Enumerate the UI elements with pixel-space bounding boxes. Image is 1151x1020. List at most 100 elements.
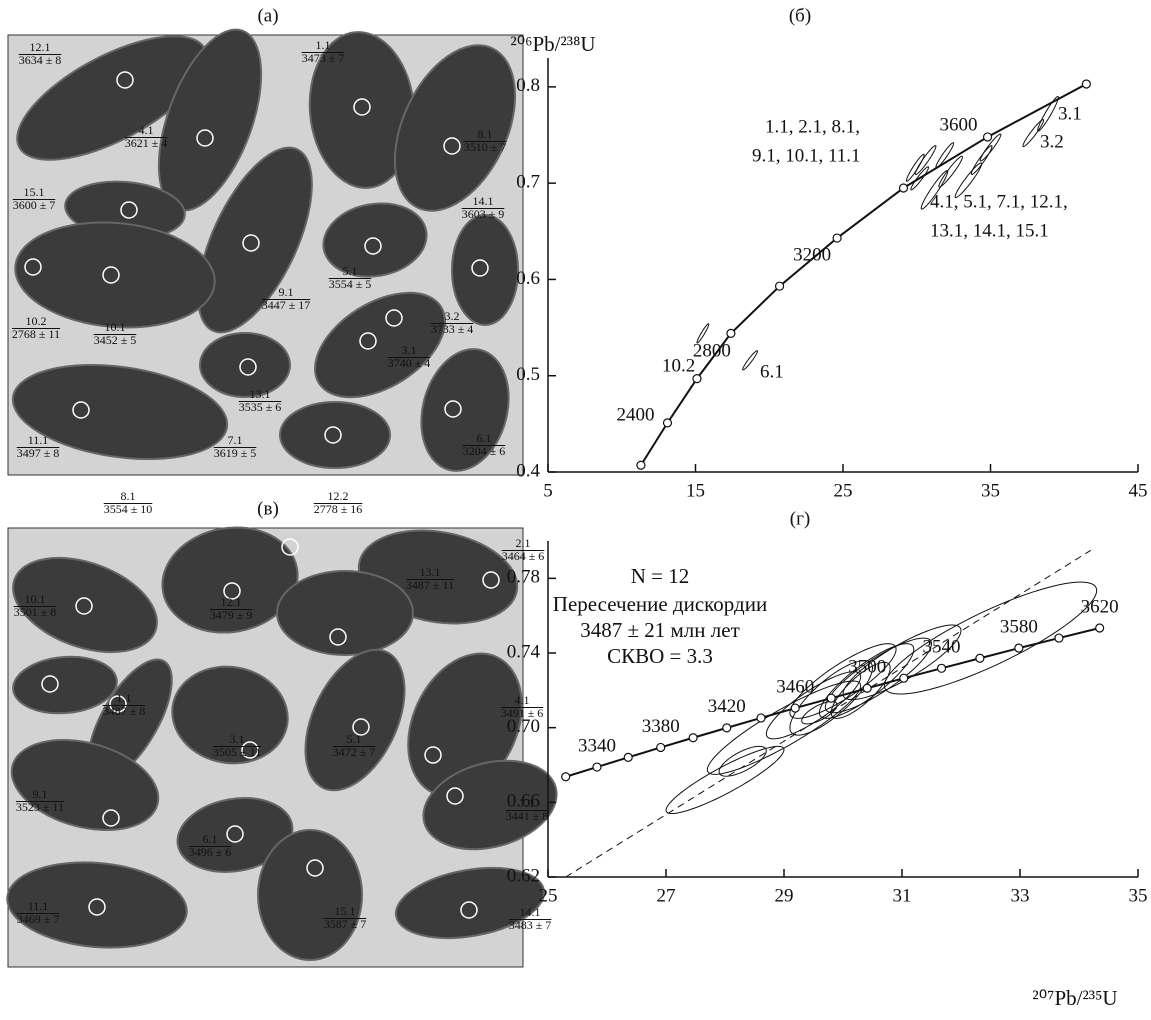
spot-id: 3.1 — [230, 732, 245, 746]
zircon-grain — [277, 571, 413, 655]
spot-id: 11.1 — [28, 433, 49, 447]
age-label: 3600 — [940, 114, 978, 135]
x-tick-label: 33 — [1011, 885, 1030, 906]
y-tick-label: 0.74 — [507, 641, 541, 662]
x-axis-label: ²⁰⁷Pb/²³⁵U — [1032, 986, 1117, 1010]
concordia-age-point — [791, 704, 799, 712]
spot-id: 2.1 — [516, 536, 531, 550]
spot-id: 3.2 — [445, 309, 460, 323]
annotation: N = 12 — [631, 564, 690, 588]
spot-id: 15.1 — [335, 904, 356, 918]
spot-id: 8.1 — [121, 489, 136, 503]
concordia-age-point — [938, 664, 946, 672]
x-tick-label: 31 — [893, 885, 912, 906]
age-label: 3340 — [578, 735, 616, 756]
error-ellipse — [666, 746, 784, 813]
concordia-age-point — [1082, 80, 1090, 88]
spot-id: 12.2 — [328, 489, 349, 503]
spot-id: 4.1 — [139, 123, 154, 137]
spot-id: 8.1 — [478, 127, 493, 141]
concordia-age-point — [727, 329, 735, 337]
annotation: 1.1, 2.1, 8.1, — [765, 116, 860, 137]
spot-id: 12.1 — [30, 40, 51, 54]
concordia-age-point — [689, 734, 697, 742]
concordia-age-point — [562, 773, 570, 781]
x-tick-label: 45 — [1129, 480, 1148, 501]
concordia-age-point — [900, 674, 908, 682]
annotation: 9.1, 10.1, 11.1 — [752, 145, 861, 166]
annotation: 3.1 — [1058, 103, 1082, 124]
spot-id: 9.1 — [33, 787, 48, 801]
zircon-grain — [258, 830, 362, 960]
panel-title: (а) — [257, 5, 278, 26]
concordia-age-point — [1096, 624, 1104, 632]
age-label: 3500 — [848, 657, 886, 678]
spot-id: 1.1 — [316, 38, 331, 52]
spot-id: 4.1 — [515, 693, 530, 707]
age-label: 3420 — [708, 696, 746, 717]
zircon-grain — [452, 215, 518, 325]
concordia-age-point — [657, 743, 665, 751]
spot-id: 14.1 — [473, 194, 494, 208]
spot-id: 14.1 — [520, 905, 541, 919]
error-ellipse — [939, 156, 963, 187]
concordia-age-point — [757, 714, 765, 722]
spot-id: 5.1 — [343, 264, 358, 278]
concordia-age-point — [1055, 634, 1063, 642]
y-tick-label: 0.8 — [516, 75, 540, 96]
y-tick-label: 0.62 — [507, 865, 540, 886]
spot-id: 6.1 — [477, 431, 492, 445]
age-label: 3580 — [1000, 617, 1038, 638]
y-tick-label: 0.4 — [516, 460, 540, 481]
concordia-age-point — [624, 753, 632, 761]
chart-title: (б) — [789, 5, 811, 26]
concordia-age-point — [827, 694, 835, 702]
annotation: СКВО = 3.3 — [607, 644, 713, 668]
error-ellipse — [743, 351, 758, 370]
chart-title: (г) — [790, 508, 810, 529]
concordia-age-point — [723, 724, 731, 732]
annotation: 10.2 — [662, 355, 695, 376]
zircon-grain — [200, 333, 290, 397]
spot-id: 12.1 — [221, 595, 242, 609]
concordia-age-point — [976, 654, 984, 662]
page: (а)12.13634 ± 81.13473 ± 74.13621 ± 48.1… — [0, 0, 1151, 1020]
spot-id: 1.1 — [117, 691, 132, 705]
age-label: 2400 — [616, 404, 654, 425]
error-ellipse — [971, 146, 992, 175]
spot-id: 15.1 — [24, 185, 45, 199]
spot-id: 10.1 — [105, 320, 126, 334]
concordia-age-point — [637, 461, 645, 469]
annotation: 4.1, 5.1, 7.1, 12.1, — [930, 191, 1068, 212]
spot-id: 6.1 — [203, 832, 218, 846]
concordia-age-point — [1015, 644, 1023, 652]
spot-id: 10.1 — [25, 592, 46, 606]
concordia-age-point — [899, 184, 907, 192]
y-axis-label: ²⁰⁶Pb/²³⁸U — [510, 32, 595, 56]
x-tick-label: 29 — [775, 885, 794, 906]
y-tick-label: 0.7 — [516, 172, 540, 193]
figure: (а)12.13634 ± 81.13473 ± 74.13621 ± 48.1… — [0, 0, 1151, 1020]
error-ellipse — [884, 582, 1096, 694]
y-tick-label: 0.78 — [507, 567, 540, 588]
spot-id: 3.1 — [402, 343, 417, 357]
y-tick-label: 0.70 — [507, 716, 540, 737]
spot-id: 5.1 — [347, 732, 362, 746]
spot-id: 13.1 — [250, 387, 271, 401]
x-tick-label: 15 — [686, 480, 705, 501]
annotation: Пересечение дискордии — [553, 592, 767, 616]
annotation: 6.1 — [760, 361, 784, 382]
age-label: 3540 — [923, 637, 961, 658]
spot-id: 9.1 — [279, 285, 294, 299]
concordia-age-point — [833, 234, 841, 242]
annotation: 13.1, 14.1, 15.1 — [930, 220, 1049, 241]
age-label: 3380 — [642, 716, 680, 737]
panel-title: (в) — [257, 498, 279, 519]
x-tick-label: 25 — [539, 885, 558, 906]
spot-id: 13.1 — [420, 565, 441, 579]
concordia-age-point — [984, 133, 992, 141]
spot-id: 7.1 — [228, 433, 243, 447]
zircon-grain — [280, 402, 390, 468]
spot-id: 11.1 — [28, 899, 49, 913]
y-tick-label: 0.5 — [516, 364, 540, 385]
